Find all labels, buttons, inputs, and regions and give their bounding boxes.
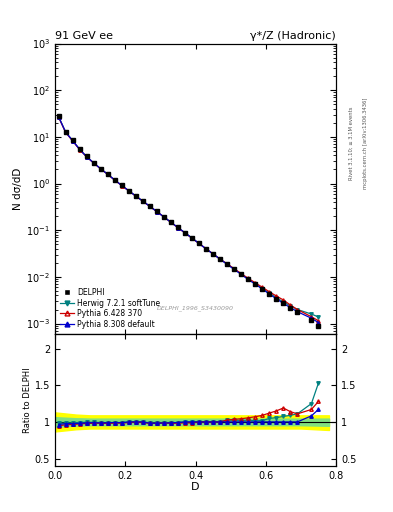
- Text: DELPHI_1996_S3430090: DELPHI_1996_S3430090: [157, 305, 234, 311]
- Text: γ*/Z (Hadronic): γ*/Z (Hadronic): [250, 31, 336, 41]
- Y-axis label: N dσ/dD: N dσ/dD: [13, 167, 24, 210]
- Text: 91 GeV ee: 91 GeV ee: [55, 31, 113, 41]
- Text: Rivet 3.1.10; ≥ 3.1M events: Rivet 3.1.10; ≥ 3.1M events: [349, 106, 353, 180]
- X-axis label: D: D: [191, 482, 200, 492]
- Y-axis label: Ratio to DELPHI: Ratio to DELPHI: [23, 367, 32, 433]
- Text: mcplots.cern.ch [arXiv:1306.3436]: mcplots.cern.ch [arXiv:1306.3436]: [363, 98, 368, 189]
- Legend: DELPHI, Herwig 7.2.1 softTune, Pythia 6.428 370, Pythia 8.308 default: DELPHI, Herwig 7.2.1 softTune, Pythia 6.…: [59, 286, 162, 330]
